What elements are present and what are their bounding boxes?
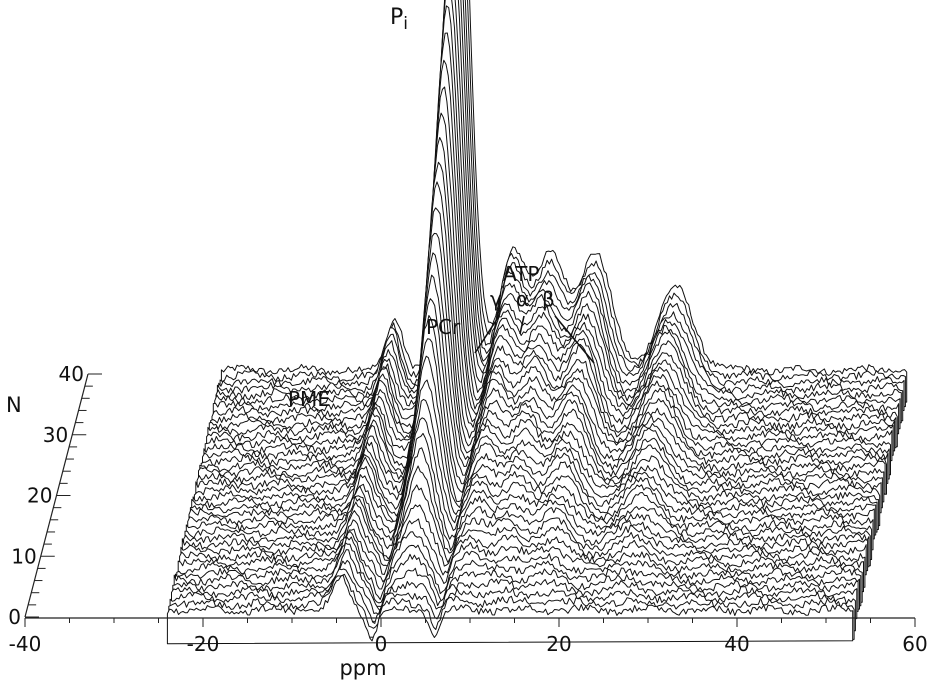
x-tick-label: -20	[187, 632, 220, 656]
x-tick-label: 40	[724, 632, 749, 656]
spectrum-trace-25	[200, 181, 887, 495]
x-tick-label: 20	[546, 632, 571, 656]
leader-atp-gamma	[474, 315, 500, 354]
peak-label-pcr: PCr	[426, 315, 461, 339]
spectrum-trace-0	[166, 574, 854, 645]
peak-label-atp-gamma: γ	[490, 287, 502, 311]
peak-label-pme: PME	[288, 387, 330, 411]
group-label-atp: ATP	[503, 262, 539, 286]
peak-label-atp-alpha: α	[516, 287, 529, 311]
peak-label-atp-beta: β	[542, 287, 555, 311]
peak-label-pi-subscript: i	[403, 14, 408, 34]
x-tick-label: 0	[375, 632, 388, 656]
n-axis-title: N	[6, 393, 22, 417]
n-tick-label: 20	[27, 484, 52, 508]
peak-label-pi: Pi	[390, 5, 408, 34]
leader-atp-beta	[554, 315, 595, 364]
spectra-traces	[166, 0, 908, 645]
spectrum-trace-23	[198, 232, 885, 503]
x-tick-label: 60	[902, 632, 927, 656]
x-tick-label: -40	[9, 632, 42, 656]
leader-atp-alpha	[519, 315, 525, 335]
x-axis-title: ppm	[339, 656, 386, 680]
n-tick-label: 40	[59, 362, 84, 386]
n-tick-label: 10	[11, 544, 36, 568]
n-tick-label: 0	[8, 605, 21, 629]
n-tick-label: 30	[43, 423, 68, 447]
